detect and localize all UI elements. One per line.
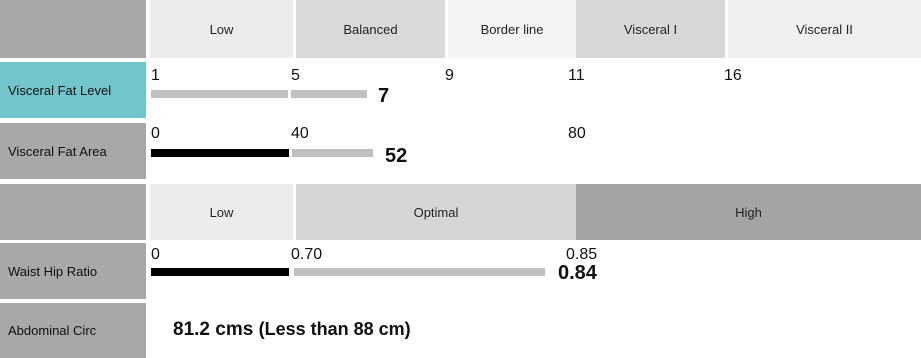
visceral-fat-level-label: Visceral Fat Level: [0, 62, 146, 118]
whr-value: 0.84: [558, 262, 597, 284]
header-visceral-2: Visceral II: [728, 0, 921, 58]
abdominal-circ-reading: 81.2 cms (Less than 88 cm): [173, 319, 411, 341]
vfa-tick-80: 80: [568, 125, 586, 142]
vfl-value: 7: [378, 85, 390, 107]
vfl-tick-11: 11: [568, 67, 585, 84]
abdominal-circ-note: (Less than 88 cm): [258, 319, 411, 339]
whr-tick-0: 0: [151, 246, 160, 263]
abdominal-circ-label: Abdominal Circ: [0, 303, 146, 358]
vfl-bar-balanced: [291, 90, 367, 98]
visceral-fat-area-label: Visceral Fat Area: [0, 123, 146, 179]
header-low: Low: [150, 0, 293, 58]
header-visceral-1: Visceral I: [576, 0, 725, 58]
vfa-value: 52: [385, 145, 408, 167]
header2-corner: [0, 184, 146, 240]
abdominal-circ-value: 81.2 cms: [173, 319, 254, 340]
header-balanced: Balanced: [296, 0, 445, 58]
whr-tick-070: 0.70: [291, 246, 323, 263]
header2-low: Low: [150, 184, 293, 240]
vfa-tick-40: 40: [291, 125, 309, 142]
vfl-bar-low: [151, 90, 288, 98]
vfl-tick-1: 1: [151, 67, 160, 84]
whr-bar-low: [151, 268, 289, 276]
vfl-tick-9: 9: [445, 67, 454, 84]
waist-hip-ratio-label: Waist Hip Ratio: [0, 243, 146, 299]
vfa-bar-balanced: [292, 149, 373, 157]
vfl-tick-5: 5: [291, 67, 300, 84]
header-borderline: Border line: [448, 0, 576, 58]
whr-bar-optimal: [294, 268, 545, 276]
vfa-tick-0: 0: [151, 125, 160, 142]
vfl-tick-16: 16: [724, 67, 742, 84]
header-corner: [0, 0, 146, 58]
vfa-bar-low: [151, 149, 289, 157]
header2-optimal: Optimal: [296, 184, 576, 240]
whr-tick-085: 0.85: [566, 246, 598, 263]
header2-high: High: [576, 184, 921, 240]
